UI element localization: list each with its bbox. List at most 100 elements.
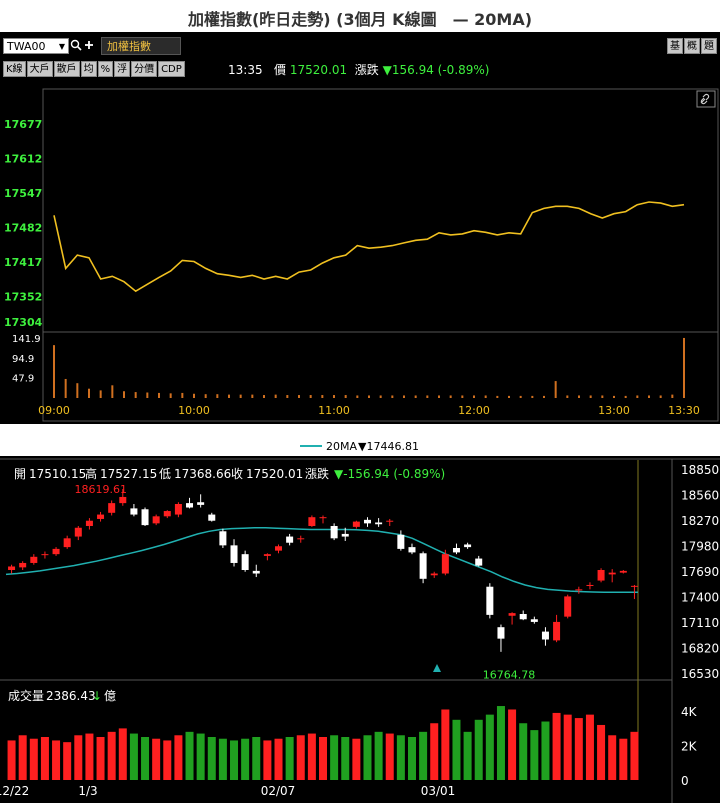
intraday-volume-bar <box>64 378 67 398</box>
retail-button[interactable]: 散戶 <box>53 61 80 77</box>
candle-body <box>141 509 149 526</box>
big-trader-button[interactable]: 大戶 <box>26 61 53 77</box>
kline-y-tick: 16530 <box>681 667 719 681</box>
intraday-volume-bar <box>356 395 359 398</box>
kline-volume-bar <box>552 712 561 780</box>
candle-body <box>152 516 160 524</box>
candle-body <box>486 586 494 615</box>
intraday-x-tick: 12:00 <box>458 404 490 417</box>
candle-body <box>330 526 338 539</box>
intraday-volume-bar <box>181 392 184 398</box>
candle-body <box>286 536 294 543</box>
kline-volume-bar <box>407 737 416 780</box>
kline-volume-bar <box>541 721 550 780</box>
chart-mode-buttons: K線 大戶 散戶 均 % 浮 分價 CDP <box>3 61 186 77</box>
volume-arrow-icon: ↓ <box>92 689 102 703</box>
intraday-volume-bar <box>204 394 207 398</box>
concept-button[interactable]: 概 <box>684 38 700 54</box>
candle-body <box>19 562 27 568</box>
intraday-volume-bar <box>566 395 569 398</box>
kline-volume-bar <box>585 714 594 780</box>
kline-volume-bar <box>274 738 283 780</box>
kline-volume-bar <box>252 737 261 780</box>
intraday-x-tick: 10:00 <box>178 404 210 417</box>
kline-volume-bar <box>563 714 572 780</box>
kline-y-tick: 18270 <box>681 514 719 528</box>
kline-volume-bar <box>263 740 272 780</box>
kline-volume-bar <box>619 738 628 780</box>
kline-volume-bar <box>508 709 517 780</box>
summary-close: 17520.01 <box>246 467 303 481</box>
candle-body <box>375 522 383 525</box>
kline-volume-bar <box>129 733 138 780</box>
intraday-volume-bar <box>53 345 55 398</box>
kline-volume-bar <box>241 738 250 780</box>
intraday-volume-bar <box>496 395 499 398</box>
intraday-volume-bar <box>414 395 417 398</box>
intraday-panel: TWA00 ▼ 加權指數 基 概 題 K線 大戶 散戶 均 % 浮 分價 CDP… <box>0 32 720 424</box>
index-name: 加權指數 <box>101 37 181 55</box>
candle-body <box>553 621 561 641</box>
candle-body <box>541 631 549 640</box>
topic-button[interactable]: 題 <box>701 38 717 54</box>
candle-body <box>397 534 405 549</box>
kline-volume-bar <box>319 737 327 780</box>
intraday-volume-bar <box>473 395 475 398</box>
intraday-volume-bar <box>158 392 160 398</box>
kline-volume-bar <box>474 719 483 780</box>
candle-body <box>174 504 182 515</box>
link-icon[interactable] <box>696 90 716 108</box>
cdp-button[interactable]: CDP <box>158 61 185 77</box>
intraday-y-tick: 17547 <box>4 187 42 200</box>
volume-y-tick: 94.9 <box>12 354 34 365</box>
kline-volume-bar <box>452 719 461 780</box>
average-button[interactable]: 均 <box>80 61 97 77</box>
percent-button[interactable]: % <box>97 61 114 77</box>
intraday-volume-bar <box>636 395 639 398</box>
intraday-volume-bar <box>263 395 265 398</box>
float-button[interactable]: 浮 <box>114 61 131 77</box>
kline-volume-bar <box>430 723 439 780</box>
summary-high-label: 高 <box>85 466 97 481</box>
kline-chart: 20MA ▼17446.81 開 17510.15 高 17527.15 低 1… <box>0 436 720 803</box>
kline-volume-bar <box>196 733 205 780</box>
quote-price: 17520.01 <box>289 63 348 77</box>
intraday-x-tick: 11:00 <box>318 404 350 417</box>
kline-volume-bar <box>118 728 127 780</box>
kline-volume-bar <box>519 723 528 780</box>
intraday-volume-bar <box>543 395 545 398</box>
fundamental-button[interactable]: 基 <box>667 38 683 54</box>
right-button-group: 基 概 題 <box>667 38 718 54</box>
candle-body <box>63 538 71 548</box>
candle-body <box>575 589 583 591</box>
volume-unit: 億 <box>104 689 116 703</box>
search-icon[interactable] <box>69 39 82 54</box>
intraday-volume-bar <box>449 395 452 398</box>
quote-change: ▼156.94 (-0.89%) <box>382 63 490 77</box>
kline-volume-bar <box>285 737 294 780</box>
intraday-volume-bar <box>216 394 219 398</box>
plus-icon[interactable] <box>82 39 95 53</box>
candle-body <box>508 613 516 616</box>
intraday-volume-bar <box>169 393 172 398</box>
intraday-volume-bar <box>438 395 440 398</box>
intraday-y-tick: 17304 <box>4 316 43 329</box>
intraday-volume-bar <box>426 395 429 398</box>
kline-volume-bar <box>363 735 372 780</box>
kline-x-tick: 1/3 <box>78 784 97 798</box>
kline-volume-bar <box>40 737 49 780</box>
symbol-selector[interactable]: TWA00 ▼ <box>3 38 69 54</box>
candle-body <box>308 517 316 526</box>
intraday-volume-bar <box>321 395 324 398</box>
candle-body <box>186 503 194 508</box>
volume-y-tick: 47.9 <box>12 374 34 385</box>
kline-button[interactable]: K線 <box>3 61 26 77</box>
candle-body <box>519 614 527 620</box>
high-annotation: 18619.61 <box>75 483 128 496</box>
candle-body <box>497 627 505 639</box>
candle-body <box>597 570 605 581</box>
intraday-volume-bar <box>391 395 394 398</box>
price-distribution-button[interactable]: 分價 <box>131 61 158 77</box>
chevron-down-icon[interactable]: ▼ <box>58 42 65 51</box>
marker-triangle-icon <box>433 664 441 672</box>
